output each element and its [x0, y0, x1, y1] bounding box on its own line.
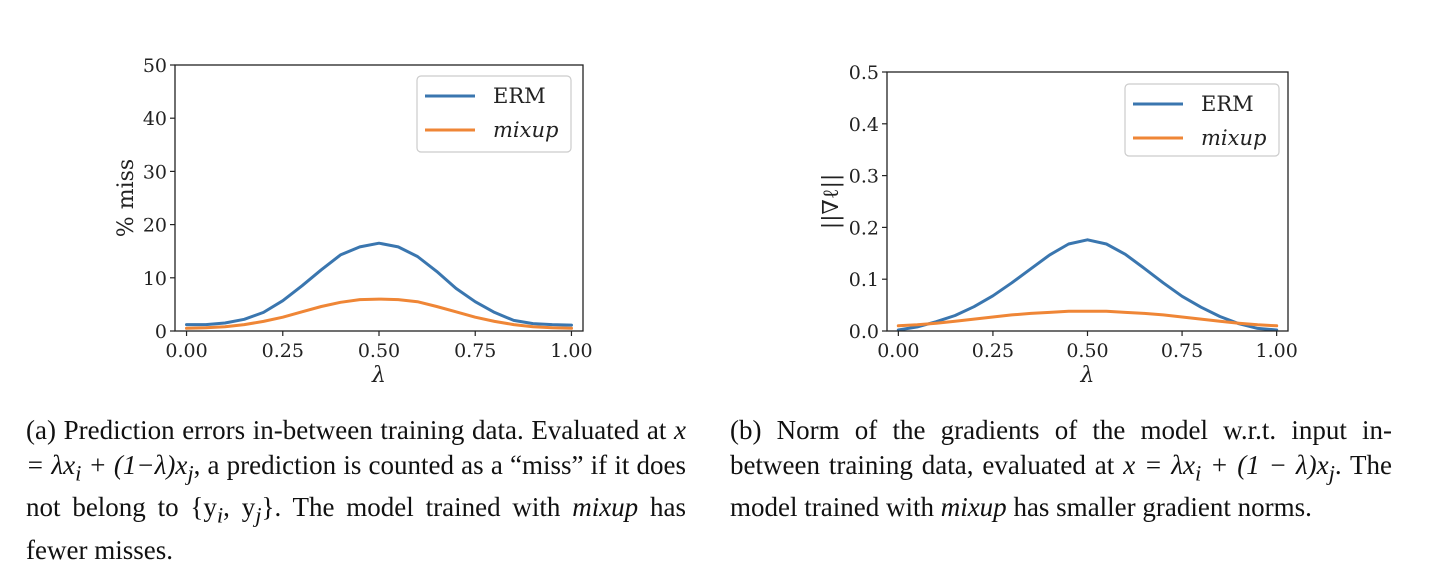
caption-a-sub-4: j	[255, 502, 262, 528]
caption-a: (a) Prediction errors in-between trainin…	[26, 413, 686, 568]
x-axis-title: λ	[371, 363, 386, 388]
y-axis-title: % miss	[114, 159, 139, 237]
caption-a-math-2: + (1−λ)x	[81, 450, 188, 480]
caption-a-text-4: }. The model trained with	[261, 492, 573, 523]
y-tick-label: 30	[143, 161, 167, 183]
caption-a-text-1: (a) Prediction errors in-between trainin…	[26, 415, 675, 445]
series-line-mixup	[896, 309, 1279, 328]
caption-a-text-5: has fewer misses.	[26, 492, 686, 565]
x-tick-label: 0.25	[262, 340, 304, 362]
caption-a-sub-3: i	[216, 502, 224, 528]
caption-b-text-3: has smaller gradient norms.	[1006, 492, 1312, 523]
caption-a-text-3: , y	[223, 492, 256, 523]
caption-b-mixup: mixup	[940, 492, 1007, 523]
x-tick-label: 0.75	[454, 340, 496, 362]
caption-b-text-2: . The model trained with	[730, 450, 1392, 523]
y-tick-label: 0.0	[849, 321, 879, 343]
x-tick-label: 0.00	[877, 340, 919, 362]
caption-b-text-1: (b) Norm of the gradients of the model w…	[730, 415, 1392, 480]
y-tick-label: 0.5	[849, 62, 879, 84]
x-tick-label: 0.00	[165, 340, 207, 362]
caption-b-sub-1: i	[1194, 460, 1202, 486]
x-tick-label: 0.25	[972, 340, 1014, 362]
y-tick-label: 10	[143, 268, 167, 290]
y-tick-label: 0.4	[849, 114, 879, 136]
x-axis-title: λ	[1080, 363, 1095, 388]
x-tick-label: 1.00	[1255, 340, 1297, 362]
x-tick-label: 0.75	[1161, 340, 1203, 362]
caption-a-mixup: mixup	[572, 492, 639, 523]
caption-b-sub-2: j	[1328, 460, 1335, 486]
y-tick-label: 40	[143, 108, 167, 130]
caption-a-sub-2: j	[187, 460, 194, 486]
series-line-mixup	[185, 297, 573, 330]
legend-label-erm: ERM	[1201, 92, 1254, 116]
y-tick-label: 50	[143, 55, 167, 77]
series-line-erm	[896, 238, 1279, 332]
legend-label-erm: ERM	[493, 84, 546, 108]
y-tick-label: 20	[143, 215, 167, 237]
y-tick-label: 0.2	[849, 217, 879, 239]
legend-label-mixup: mixup	[1201, 126, 1266, 150]
caption-a-text-2: , a prediction is counted as a “miss” if…	[26, 450, 686, 523]
series-line-erm	[185, 241, 573, 327]
caption-b-math-2: + (1 − λ)x	[1201, 450, 1329, 480]
caption-a-sub-1: i	[75, 460, 82, 486]
y-tick-label: 0	[155, 321, 167, 343]
legend-label-mixup: mixup	[493, 118, 558, 142]
caption-b: (b) Norm of the gradients of the model w…	[730, 413, 1392, 525]
x-tick-label: 0.50	[1066, 340, 1108, 362]
caption-b-math-1: x = λx	[1123, 450, 1195, 480]
figure-b: 0.00 0.25 0.50 0.75 1.00 0.0 0.1 0.2 0.3 0.4 0.5 λ |…	[720, 0, 1440, 573]
x-tick-label: 1.00	[550, 340, 592, 362]
y-axis-title: ||∇ℓ||	[819, 174, 844, 230]
figure-a: 0.00 0.25 0.50 0.75 1.00 0 10 20 30 40 50 λ % miss ER…	[26, 55, 686, 568]
caption-a-math-1: x = λx	[26, 415, 686, 480]
chart-b: 0.00 0.25 0.50 0.75 1.00 0.0 0.1 0.2 0.3 0.4 0.5 λ |…	[819, 62, 1298, 388]
y-tick-label: 0.3	[849, 166, 879, 188]
y-tick-label: 0.1	[849, 269, 879, 291]
x-tick-label: 0.50	[358, 340, 400, 362]
chart-a: 0.00 0.25 0.50 0.75 1.00 0 10 20 30 40 50 λ % miss ER…	[114, 55, 593, 388]
